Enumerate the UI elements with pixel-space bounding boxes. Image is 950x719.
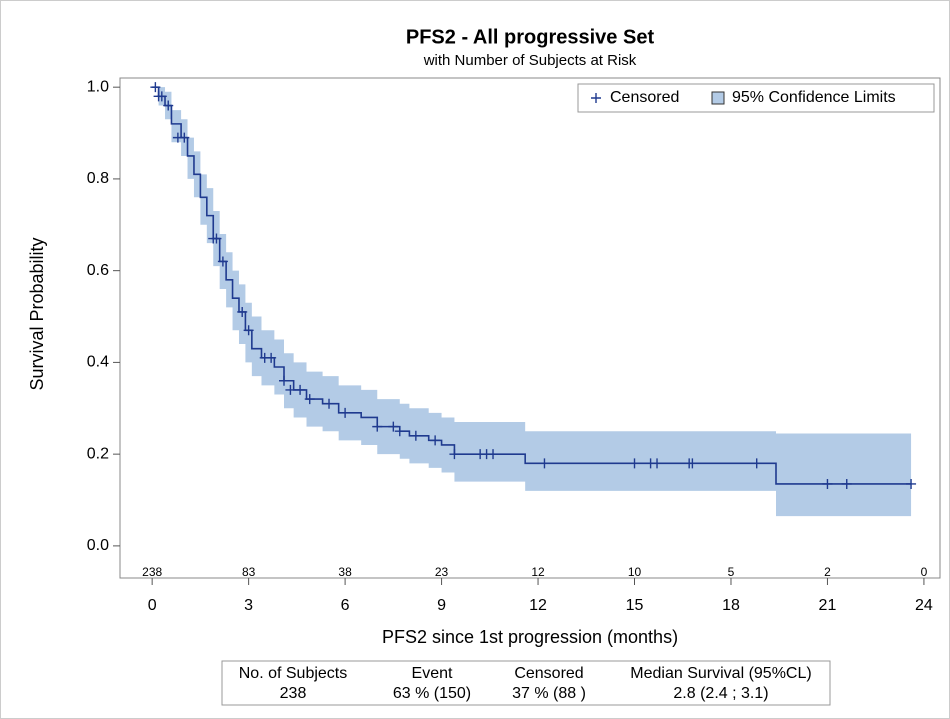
censored-mark [388, 421, 399, 432]
x-tick-label: 15 [626, 597, 644, 614]
x-tick-label: 3 [244, 597, 253, 614]
censored-mark [266, 352, 277, 363]
censored-mark [285, 384, 296, 395]
at-risk-label: 238 [142, 565, 162, 579]
legend-band-symbol [711, 91, 725, 105]
at-risk-label: 83 [242, 565, 256, 579]
x-tick-label: 0 [148, 597, 157, 614]
x-axis-label: PFS2 since 1st progression (months) [382, 627, 678, 647]
censored-mark [841, 478, 852, 489]
censored-mark [372, 421, 383, 432]
censored-mark [629, 458, 640, 469]
censored-mark [295, 384, 306, 395]
censored-mark [410, 430, 421, 441]
y-tick-label: 0.0 [87, 537, 109, 554]
censored-mark [211, 233, 222, 244]
table-header: Censored [514, 665, 583, 682]
censored-mark [243, 325, 254, 336]
censored-mark [179, 132, 190, 143]
y-tick-label: 0.2 [87, 445, 109, 462]
censored-mark [340, 407, 351, 418]
censored-mark [394, 426, 405, 437]
censored-mark [279, 375, 289, 386]
censored-mark [430, 435, 441, 446]
at-risk-label: 23 [435, 565, 449, 579]
censored-mark [822, 478, 833, 489]
censored-mark [687, 458, 698, 469]
at-risk-label: 38 [338, 565, 352, 579]
censored-mark [751, 458, 762, 469]
table-cell: 2.8 (2.4 ; 3.1) [673, 685, 768, 702]
censored-mark [237, 306, 248, 317]
at-risk-label: 0 [921, 565, 928, 579]
censored-mark [156, 91, 167, 102]
y-tick-label: 0.8 [87, 170, 109, 187]
x-tick-label: 9 [437, 597, 446, 614]
legend-label: Censored [610, 89, 679, 106]
censored-mark [324, 398, 335, 409]
censored-mark [217, 256, 228, 267]
y-axis-label: Survival Probability [27, 237, 47, 390]
at-risk-label: 12 [531, 565, 545, 579]
x-tick-label: 12 [529, 597, 547, 614]
x-tick-label: 21 [819, 597, 837, 614]
censored-mark [652, 458, 663, 469]
table-cell: 238 [280, 685, 307, 702]
table-header: Median Survival (95%CL) [630, 665, 811, 682]
censored-mark [906, 478, 917, 489]
y-tick-label: 0.6 [87, 262, 109, 279]
confidence-band [152, 87, 912, 517]
y-tick-label: 0.4 [87, 354, 109, 371]
x-tick-label: 24 [915, 597, 933, 614]
censored-mark [539, 458, 550, 469]
at-risk-label: 10 [628, 565, 642, 579]
censored-mark [150, 82, 161, 93]
plot-frame [119, 77, 941, 579]
table-header: Event [412, 665, 453, 682]
table-header: No. of Subjects [239, 665, 348, 682]
table-cell: 37 % (88 ) [512, 685, 586, 702]
x-tick-label: 18 [722, 597, 740, 614]
censored-mark [304, 394, 315, 405]
y-tick-label: 1.0 [87, 78, 109, 95]
summary-table-border [221, 660, 831, 706]
censored-mark [163, 100, 174, 111]
x-tick-label: 6 [341, 597, 350, 614]
table-cell: 63 % (150) [393, 685, 471, 702]
legend-censored-symbol [591, 93, 601, 103]
legend-label: 95% Confidence Limits [732, 89, 896, 106]
chart-subtitle: with Number of Subjects at Risk [423, 52, 637, 69]
chart-title: PFS2 - All progressive Set [406, 26, 655, 48]
censored-mark [488, 449, 499, 460]
censored-mark [449, 449, 460, 460]
at-risk-label: 2 [824, 565, 831, 579]
legend-box [577, 83, 935, 113]
at-risk-label: 5 [728, 565, 735, 579]
